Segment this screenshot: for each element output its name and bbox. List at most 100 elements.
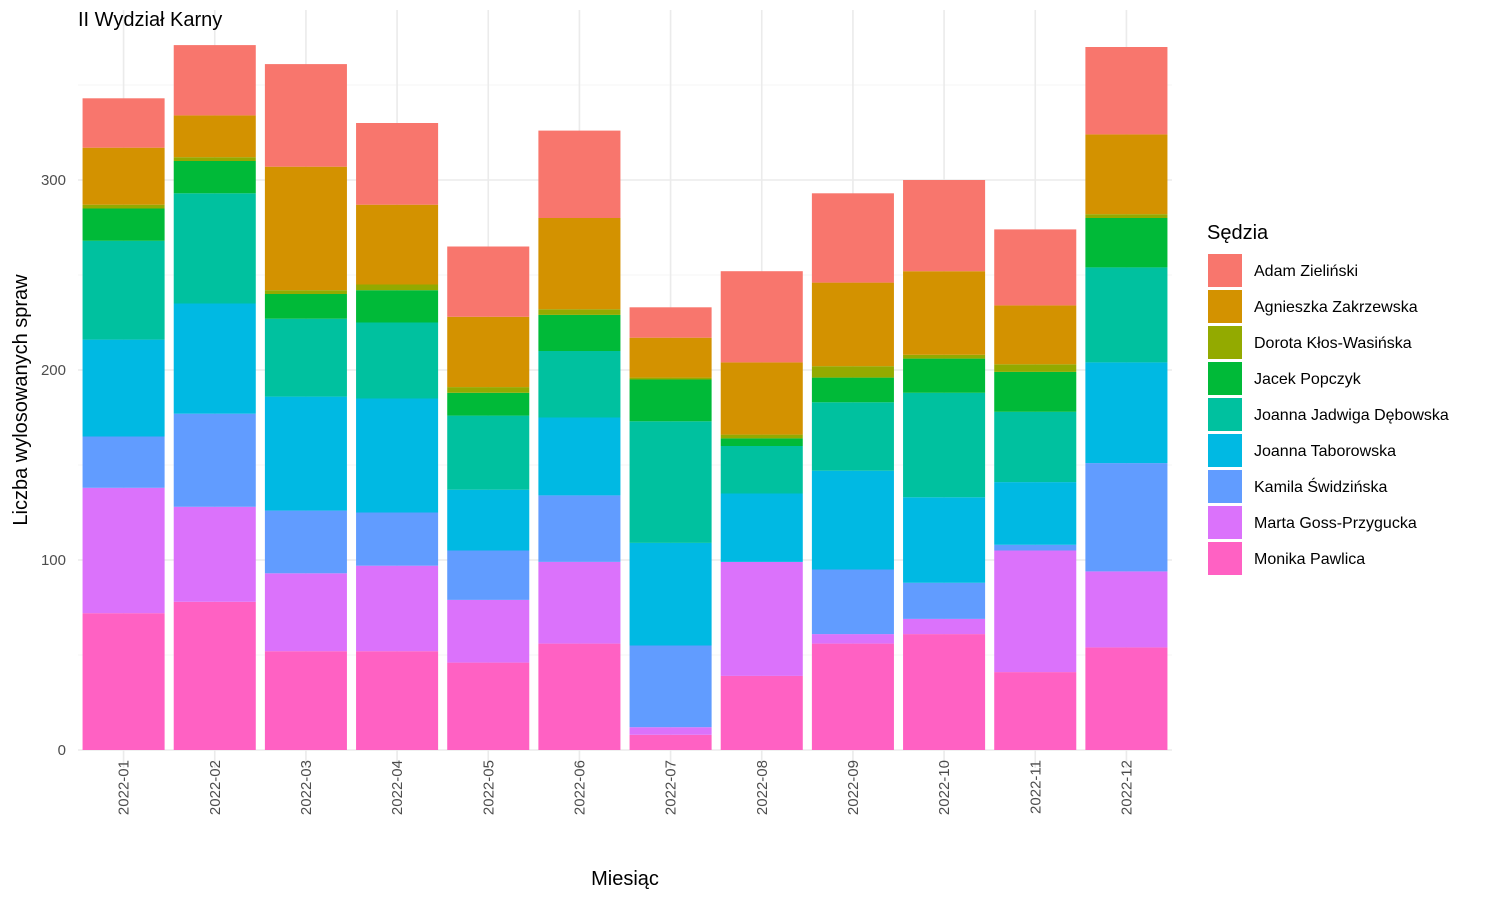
bar-segment: Agnieszka Zakrzewska — 2022-10: 44 [903, 271, 986, 355]
bar-segment: Jacek Popczyk — 2022-02: 17 [173, 161, 256, 194]
x-tick-label: 2022-07 [663, 760, 680, 815]
bar-segment: Kamila Świdzińska — 2022-04: 28 [356, 512, 439, 566]
x-tick-label: 2022-04 [389, 760, 406, 815]
bar-segment: Dorota Kłos-Wasińska — 2022-11: 4 [994, 364, 1077, 372]
bar-segment: Monika Pawlica — 2022-11: 41 [994, 672, 1077, 750]
legend-key [1208, 326, 1242, 359]
bar-segment: Joanna Jadwiga Dębowska — 2022-03: 41 [264, 318, 347, 397]
bar-segment: Joanna Jadwiga Dębowska — 2022-08: 25 [720, 446, 803, 494]
bar-segment: Jacek Popczyk — 2022-03: 13 [264, 294, 347, 319]
bar-segment: Marta Goss-Przygucka — 2022-01: 66 [82, 487, 165, 614]
bar-segment: Agnieszka Zakrzewska — 2022-06: 48 [538, 218, 621, 310]
x-tick-label: 2022-03 [298, 760, 315, 815]
bar-segment: Joanna Taborowska — 2022-07: 54 [629, 542, 712, 646]
legend-label: Kamila Świdzińska [1254, 477, 1387, 496]
bar-segment: Joanna Jadwiga Dębowska — 2022-06: 35 [538, 351, 621, 418]
legend-key [1208, 290, 1242, 323]
bar-segment: Kamila Świdzińska — 2022-09: 34 [811, 569, 894, 635]
bar-segment: Jacek Popczyk — 2022-10: 18 [903, 358, 986, 393]
bar-segment: Monika Pawlica — 2022-07: 8 [629, 734, 712, 750]
legend-label: Monika Pawlica [1254, 551, 1365, 568]
bar-segment: Agnieszka Zakrzewska — 2022-11: 31 [994, 305, 1077, 365]
bar-segment: Jacek Popczyk — 2022-08: 4 [720, 438, 803, 446]
bar-segment: Joanna Jadwiga Dębowska — 2022-09: 36 [811, 402, 894, 471]
bar-segment: Monika Pawlica — 2022-10: 61 [903, 634, 986, 750]
legend-label: Marta Goss-Przygucka [1254, 515, 1417, 532]
legend-key [1208, 254, 1242, 287]
bar-segment: Marta Goss-Przygucka — 2022-09: 5 [811, 634, 894, 644]
bar-segment: Agnieszka Zakrzewska — 2022-08: 38 [720, 362, 803, 435]
bar-segment: Agnieszka Zakrzewska — 2022-12: 42 [1085, 134, 1168, 215]
bar-segment: Dorota Kłos-Wasińska — 2022-08: 2 [720, 434, 803, 439]
bar-segment: Agnieszka Zakrzewska — 2022-09: 44 [811, 282, 894, 367]
bar-segment: Kamila Świdzińska — 2022-10: 19 [903, 582, 986, 619]
legend-key [1208, 362, 1242, 395]
bar-segment: Adam Zieliński — 2022-06: 46 [538, 130, 621, 218]
bar-segment: Joanna Taborowska — 2022-05: 32 [447, 489, 530, 551]
bar-segment: Marta Goss-Przygucka — 2022-02: 50 [173, 506, 256, 602]
bar-segment: Adam Zieliński — 2022-05: 37 [447, 246, 530, 317]
bar-segment: Marta Goss-Przygucka — 2022-05: 33 [447, 599, 530, 663]
bar-segment: Dorota Kłos-Wasińska — 2022-06: 3 [538, 309, 621, 315]
bar-segment: Jacek Popczyk — 2022-09: 13 [811, 377, 894, 403]
bar-segment: Kamila Świdzińska — 2022-11: 3 [994, 544, 1077, 551]
bar-segment: Jacek Popczyk — 2022-04: 17 [356, 290, 439, 323]
bar-segment: Agnieszka Zakrzewska — 2022-05: 37 [447, 316, 530, 388]
bar-segment: Monika Pawlica — 2022-04: 52 [356, 651, 439, 750]
legend-key [1208, 506, 1242, 539]
bar-segment: Dorota Kłos-Wasińska — 2022-07: 1 [629, 377, 712, 380]
x-tick-label: 2022-10 [936, 760, 953, 815]
chart-title: II Wydział Karny [78, 9, 222, 31]
bar-segment: Kamila Świdzińska — 2022-07: 43 [629, 645, 712, 728]
bar-segment: Marta Goss-Przygucka — 2022-07: 4 [629, 727, 712, 735]
bar-segment: Monika Pawlica — 2022-05: 46 [447, 662, 530, 750]
y-tick-label: 300 [41, 172, 66, 189]
x-axis-ticks: 2022-01 2022-02 2022-03 2022-04 2022-05 2022-… [116, 760, 1136, 815]
bar-segment: Monika Pawlica — 2022-01: 72 [82, 613, 165, 750]
bar-segment: Joanna Taborowska — 2022-12: 53 [1085, 362, 1168, 464]
bar-segment: Adam Zieliński — 2022-07: 16 [629, 307, 712, 338]
bar-segment: Marta Goss-Przygucka — 2022-08: 60 [720, 561, 803, 676]
bar-segment: Adam Zieliński — 2022-09: 47 [811, 193, 894, 283]
y-tick-label: 100 [41, 552, 66, 569]
bar-segment: Monika Pawlica — 2022-03: 52 [264, 651, 347, 750]
legend-key [1208, 470, 1242, 503]
bar-segment: Dorota Kłos-Wasińska — 2022-03: 2 [264, 290, 347, 294]
bar-segment: Jacek Popczyk — 2022-06: 19 [538, 314, 621, 351]
bar-segment: Dorota Kłos-Wasińska — 2022-05: 3 [447, 387, 530, 393]
x-tick-label: 2022-06 [571, 760, 588, 815]
bar-segment: Dorota Kłos-Wasińska — 2022-10: 2 [903, 354, 986, 359]
x-tick-label: 2022-02 [207, 760, 224, 815]
bars: Monika Pawlica — 2022-01: 72Marta Goss-P… [82, 45, 1168, 750]
bar-segment: Joanna Taborowska — 2022-09: 52 [811, 470, 894, 570]
bar-segment: Adam Zieliński — 2022-08: 48 [720, 271, 803, 363]
bar-segment: Kamila Świdzińska — 2022-06: 35 [538, 495, 621, 562]
bar-segment: Dorota Kłos-Wasińska — 2022-09: 6 [811, 366, 894, 378]
bar-segment: Monika Pawlica — 2022-08: 39 [720, 675, 803, 750]
bar-segment: Joanna Taborowska — 2022-08: 36 [720, 493, 803, 562]
legend-label: Joanna Taborowska [1254, 443, 1396, 460]
bar-segment: Dorota Kłos-Wasińska — 2022-04: 3 [356, 284, 439, 291]
bar-segment: Marta Goss-Przygucka — 2022-11: 64 [994, 550, 1077, 673]
bar-segment: Joanna Taborowska — 2022-11: 33 [994, 482, 1077, 545]
bar-segment: Joanna Jadwiga Dębowska — 2022-07: 64 [629, 421, 712, 543]
bar-segment: Kamila Świdzińska — 2022-01: 27 [82, 436, 165, 488]
bar-segment: Joanna Jadwiga Dębowska — 2022-11: 37 [994, 411, 1077, 483]
bar-segment: Kamila Świdzińska — 2022-05: 26 [447, 550, 530, 600]
bar-segment: Adam Zieliński — 2022-04: 43 [356, 123, 439, 205]
bar-segment: Joanna Taborowska — 2022-01: 51 [82, 339, 165, 437]
bar-segment: Adam Zieliński — 2022-01: 26 [82, 98, 165, 148]
x-tick-label: 2022-08 [754, 760, 771, 815]
bar-segment: Jacek Popczyk — 2022-07: 22 [629, 379, 712, 422]
bar-segment: Dorota Kłos-Wasińska — 2022-12: 2 [1085, 214, 1168, 218]
bar-segment: Adam Zieliński — 2022-12: 46 [1085, 47, 1168, 135]
legend-label: Jacek Popczyk [1254, 371, 1362, 388]
bar-segment: Monika Pawlica — 2022-06: 56 [538, 643, 621, 750]
x-tick-label: 2022-11 [1027, 760, 1044, 814]
bar-segment: Joanna Taborowska — 2022-02: 58 [173, 303, 256, 414]
bar-segment: Agnieszka Zakrzewska — 2022-03: 65 [264, 166, 347, 291]
legend-label: Adam Zieliński [1254, 263, 1358, 280]
bar-segment: Jacek Popczyk — 2022-05: 12 [447, 392, 530, 416]
y-tick-label: 0 [58, 742, 66, 759]
